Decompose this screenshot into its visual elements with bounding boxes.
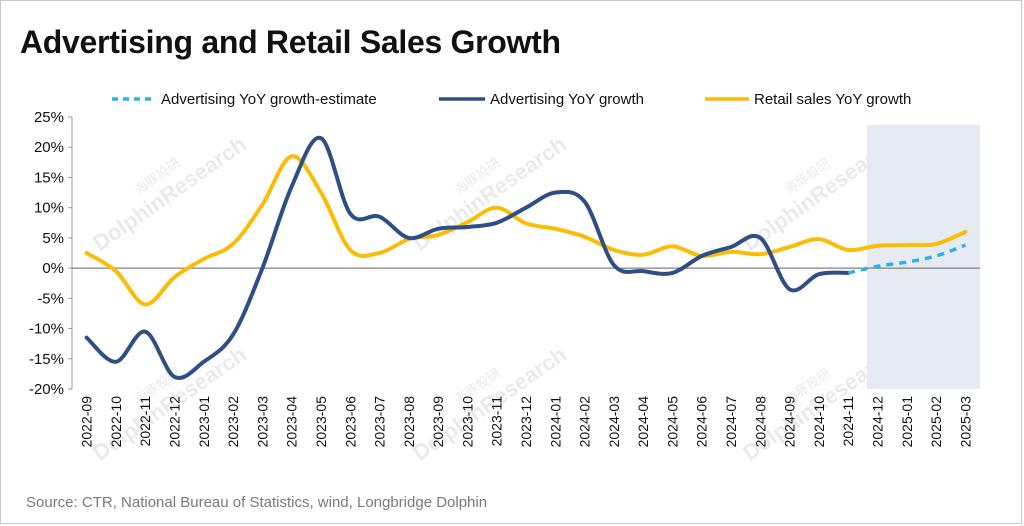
- x-tick-label: 2023-03: [254, 396, 270, 448]
- y-tick-label: 25%: [34, 109, 64, 126]
- x-tick-label: 2023-09: [430, 396, 446, 448]
- y-tick-label: 20%: [34, 139, 64, 156]
- legend-label-0: Advertising YoY growth-estimate: [161, 91, 377, 108]
- forecast-shade: [866, 125, 980, 389]
- x-tick-label: 2024-04: [635, 396, 651, 448]
- x-tick-label: 2024-02: [577, 396, 593, 448]
- legend-label-2: Retail sales YoY growth: [754, 91, 911, 108]
- x-tick-label: 2024-08: [752, 396, 768, 448]
- x-tick-label: 2023-05: [313, 396, 329, 448]
- x-tick-label: 2022-11: [137, 396, 153, 447]
- y-tick-label: -20%: [29, 381, 64, 398]
- x-tick-label: 2024-06: [694, 396, 710, 448]
- x-tick-label: 2023-01: [196, 396, 212, 448]
- y-tick-label: 0%: [42, 260, 64, 277]
- x-tick-label: 2023-06: [342, 396, 358, 448]
- series-line-2: [84, 154, 968, 307]
- y-tick-label: 15%: [34, 169, 64, 186]
- source-note: Source: CTR, National Bureau of Statisti…: [26, 494, 488, 511]
- x-tick-label: 2022-10: [108, 396, 124, 448]
- x-tick-label: 2023-08: [401, 396, 417, 448]
- x-tick-label: 2024-09: [782, 396, 798, 448]
- y-tick-label: 5%: [42, 230, 64, 247]
- x-tick-label: 2025-01: [899, 396, 915, 448]
- x-tick-label: 2024-12: [869, 396, 885, 448]
- x-tick-label: 2023-02: [225, 396, 241, 448]
- x-tick-label: 2023-11: [489, 396, 505, 447]
- x-tick-label: 2024-01: [547, 396, 563, 448]
- watermark-en: DolphinResearch: [88, 131, 251, 255]
- x-tick-label: 2024-03: [606, 396, 622, 448]
- x-tick-label: 2022-09: [79, 396, 95, 448]
- series-line-1: [84, 135, 851, 380]
- x-tick-label: 2023-07: [372, 396, 388, 448]
- y-tick-label: -15%: [29, 351, 64, 368]
- chart-title: Advertising and Retail Sales Growth: [20, 24, 561, 60]
- y-tick-label: -5%: [37, 290, 64, 307]
- y-tick-label: 10%: [34, 200, 64, 217]
- y-tick-label: -10%: [29, 321, 64, 338]
- x-tick-label: 2024-05: [664, 396, 680, 448]
- x-tick-label: 2024-10: [811, 396, 827, 448]
- x-tick-label: 2025-02: [928, 396, 944, 448]
- x-tick-label: 2022-12: [167, 396, 183, 448]
- x-tick-label: 2024-07: [723, 396, 739, 448]
- x-tick-label: 2025-03: [957, 396, 973, 448]
- x-tick-label: 2024-11: [840, 396, 856, 447]
- legend-label-1: Advertising YoY growth: [490, 91, 644, 108]
- x-tick-label: 2023-10: [459, 396, 475, 448]
- x-tick-label: 2023-12: [518, 396, 534, 448]
- x-tick-label: 2023-04: [284, 396, 300, 448]
